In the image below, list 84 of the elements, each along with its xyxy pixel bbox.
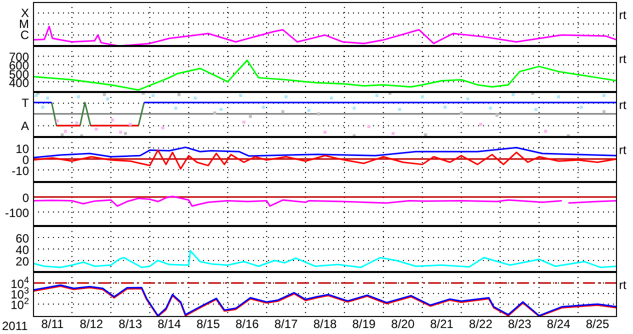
point bbox=[64, 130, 67, 133]
x-axis-title: 2011 bbox=[2, 319, 28, 333]
point bbox=[220, 108, 223, 111]
text: C bbox=[20, 28, 29, 42]
point bbox=[281, 110, 284, 114]
point bbox=[488, 106, 492, 110]
text: rt bbox=[619, 8, 626, 22]
text: rt bbox=[619, 143, 626, 157]
point bbox=[479, 122, 482, 126]
point bbox=[352, 106, 356, 110]
point bbox=[580, 106, 583, 109]
point bbox=[444, 106, 447, 109]
point bbox=[284, 95, 288, 98]
point bbox=[213, 111, 216, 114]
point bbox=[194, 96, 197, 100]
point bbox=[512, 93, 515, 96]
point bbox=[242, 120, 246, 124]
text: M bbox=[19, 17, 29, 31]
point bbox=[152, 94, 155, 97]
point bbox=[178, 93, 180, 96]
point bbox=[239, 94, 242, 97]
point bbox=[110, 118, 114, 122]
y-tick-label: 20 bbox=[16, 254, 30, 268]
point bbox=[392, 132, 395, 136]
point bbox=[317, 112, 320, 116]
y-tick-label: -100 bbox=[4, 206, 30, 220]
point bbox=[119, 130, 122, 134]
point bbox=[534, 108, 538, 111]
point bbox=[375, 94, 378, 97]
point bbox=[460, 111, 463, 114]
point bbox=[46, 96, 50, 100]
point bbox=[466, 97, 470, 100]
line-series bbox=[33, 149, 617, 170]
point bbox=[544, 130, 548, 133]
x-tick-label: 8/20 bbox=[391, 317, 415, 331]
x-tick-label: 8/15 bbox=[196, 317, 220, 331]
text: rt bbox=[619, 98, 626, 112]
point bbox=[330, 96, 333, 100]
y-tick-label: 0 bbox=[22, 191, 30, 206]
point bbox=[602, 94, 606, 97]
point bbox=[495, 114, 498, 117]
point bbox=[174, 106, 178, 110]
x-tick-label: 8/21 bbox=[430, 317, 454, 331]
x-tick-label: 8/16 bbox=[235, 317, 260, 331]
line-series bbox=[33, 146, 617, 158]
line-series bbox=[33, 60, 617, 91]
point bbox=[124, 132, 127, 136]
x-tick-label: 8/14 bbox=[158, 317, 182, 331]
point bbox=[324, 130, 326, 134]
point bbox=[248, 114, 252, 118]
point bbox=[76, 95, 80, 98]
point bbox=[41, 106, 44, 109]
x-tick-label: 8/12 bbox=[80, 317, 104, 331]
x-tick-label: 8/22 bbox=[469, 317, 493, 331]
point bbox=[94, 128, 98, 131]
line-series bbox=[33, 250, 617, 268]
y-tick-label: 60 bbox=[16, 232, 30, 246]
point bbox=[307, 108, 310, 112]
point bbox=[262, 106, 265, 109]
point bbox=[398, 108, 402, 111]
x-tick-label: 8/24 bbox=[546, 317, 571, 331]
x-tick-label: 8/13 bbox=[118, 317, 142, 331]
text: X bbox=[20, 6, 29, 20]
y-tick-label: 40 bbox=[16, 243, 30, 257]
point bbox=[102, 93, 106, 96]
x-tick-label: 8/18 bbox=[313, 317, 337, 331]
point bbox=[420, 95, 424, 98]
point bbox=[128, 122, 132, 126]
point bbox=[75, 122, 78, 125]
point bbox=[367, 125, 370, 128]
x-tick-label: 8/11 bbox=[41, 317, 64, 331]
x-tick-label: 8/25 bbox=[586, 317, 610, 331]
x-tick-label: 8/19 bbox=[352, 317, 376, 331]
point bbox=[56, 119, 59, 122]
x-tick-label: 8/17 bbox=[274, 317, 298, 331]
point bbox=[106, 97, 110, 100]
point bbox=[557, 95, 560, 98]
text: rt bbox=[619, 278, 626, 292]
point bbox=[602, 110, 606, 114]
point bbox=[161, 126, 164, 130]
text: T bbox=[22, 96, 29, 110]
text: rt bbox=[619, 52, 626, 66]
text: A bbox=[20, 118, 29, 133]
x-tick-label: 8/23 bbox=[508, 317, 532, 331]
